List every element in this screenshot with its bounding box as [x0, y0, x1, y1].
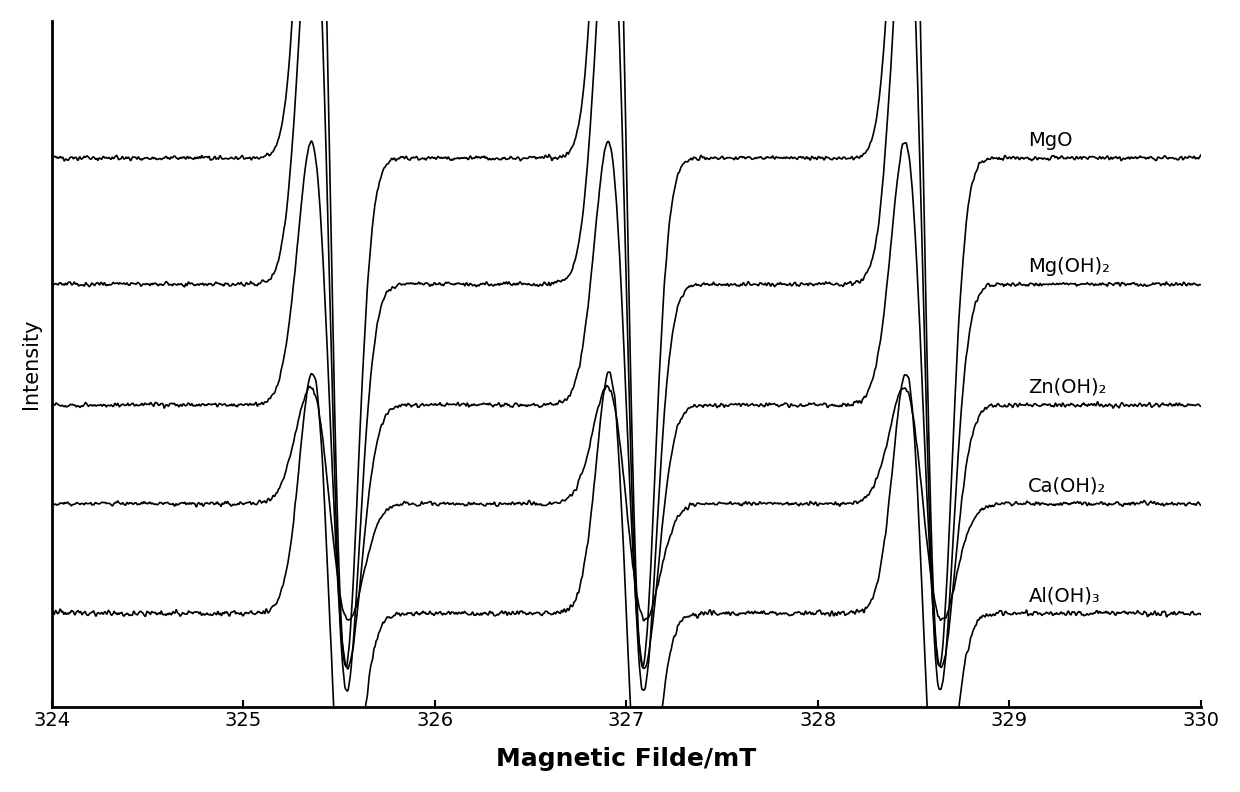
X-axis label: Magnetic Filde/mT: Magnetic Filde/mT [496, 747, 756, 771]
Y-axis label: Intensity: Intensity [21, 318, 41, 409]
Text: Ca(OH)₂: Ca(OH)₂ [1028, 477, 1107, 496]
Text: Al(OH)₃: Al(OH)₃ [1028, 586, 1100, 605]
Text: MgO: MgO [1028, 131, 1073, 150]
Text: Zn(OH)₂: Zn(OH)₂ [1028, 378, 1107, 397]
Text: Mg(OH)₂: Mg(OH)₂ [1028, 257, 1110, 276]
